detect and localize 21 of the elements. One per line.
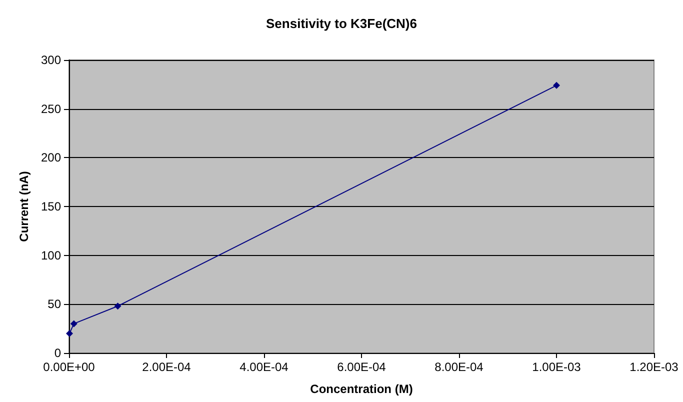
point [66, 330, 73, 337]
x-tick-label: 0.00E+00 [43, 360, 96, 374]
x-axis-title: Concentration (M) [310, 382, 413, 396]
y-tick-label: 50 [48, 297, 62, 312]
x-tick-label: 4.00E-04 [240, 360, 289, 374]
x-tick-label: 2.00E-04 [142, 360, 192, 374]
x-tick-label: 6.00E-04 [337, 360, 386, 374]
point [114, 302, 122, 310]
point [553, 82, 560, 89]
y-tick-label: 250 [40, 102, 62, 116]
y-axis-title: Current (nA) [17, 171, 32, 242]
y-tick-label: 300 [40, 53, 62, 67]
point [70, 320, 78, 328]
y-tick-label: 150 [40, 200, 62, 214]
x-tick-label: 8.00E-04 [434, 360, 484, 374]
x-tick-label: 1.20E-03 [630, 360, 679, 374]
chart-title: Sensitivity to K3Fe(CN)6 [266, 16, 417, 31]
y-tick-label: 0 [54, 346, 62, 360]
x-tick-label: 1.00E-03 [532, 360, 582, 374]
y-tick-label: 100 [40, 248, 62, 262]
y-tick-label: 200 [40, 150, 62, 165]
